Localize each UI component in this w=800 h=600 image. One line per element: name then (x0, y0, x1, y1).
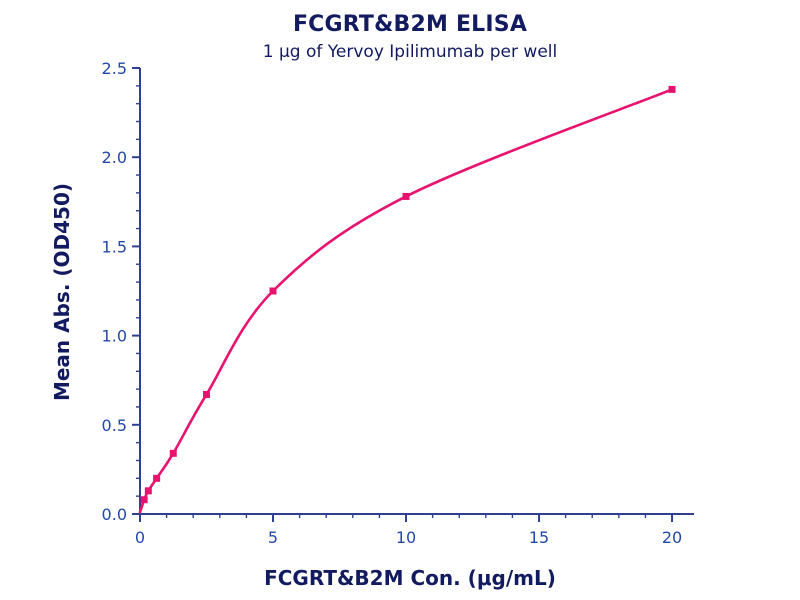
data-point (203, 390, 211, 398)
data-point (153, 474, 161, 482)
data-point (169, 449, 177, 457)
y-tick-label: 2.0 (102, 148, 127, 167)
x-tick-label: 0 (135, 528, 145, 547)
data-point (668, 85, 676, 93)
chart-title: FCGRT&B2M ELISA (292, 12, 528, 37)
x-axis-label: FCGRT&B2M Con. (μg/mL) (264, 566, 556, 590)
data-point (140, 496, 148, 504)
y-tick-label: 0.5 (102, 416, 127, 435)
x-tick-label: 20 (662, 528, 682, 547)
y-axis-label: Mean Abs. (OD450) (50, 182, 74, 402)
data-point (402, 192, 410, 200)
y-tick-label: 2.5 (102, 59, 127, 78)
chart-subtitle: 1 μg of Yervoy Ipilimumab per well (262, 42, 558, 62)
data-point (144, 487, 152, 495)
x-tick-label: 5 (268, 528, 278, 547)
x-tick-label: 15 (529, 528, 549, 547)
y-tick-label: 1.0 (102, 327, 127, 346)
y-tick-label: 0.0 (102, 505, 127, 524)
y-tick-label: 1.5 (102, 237, 127, 256)
x-tick-label: 10 (396, 528, 416, 547)
fit-curve (138, 88, 674, 514)
data-point (269, 287, 277, 295)
